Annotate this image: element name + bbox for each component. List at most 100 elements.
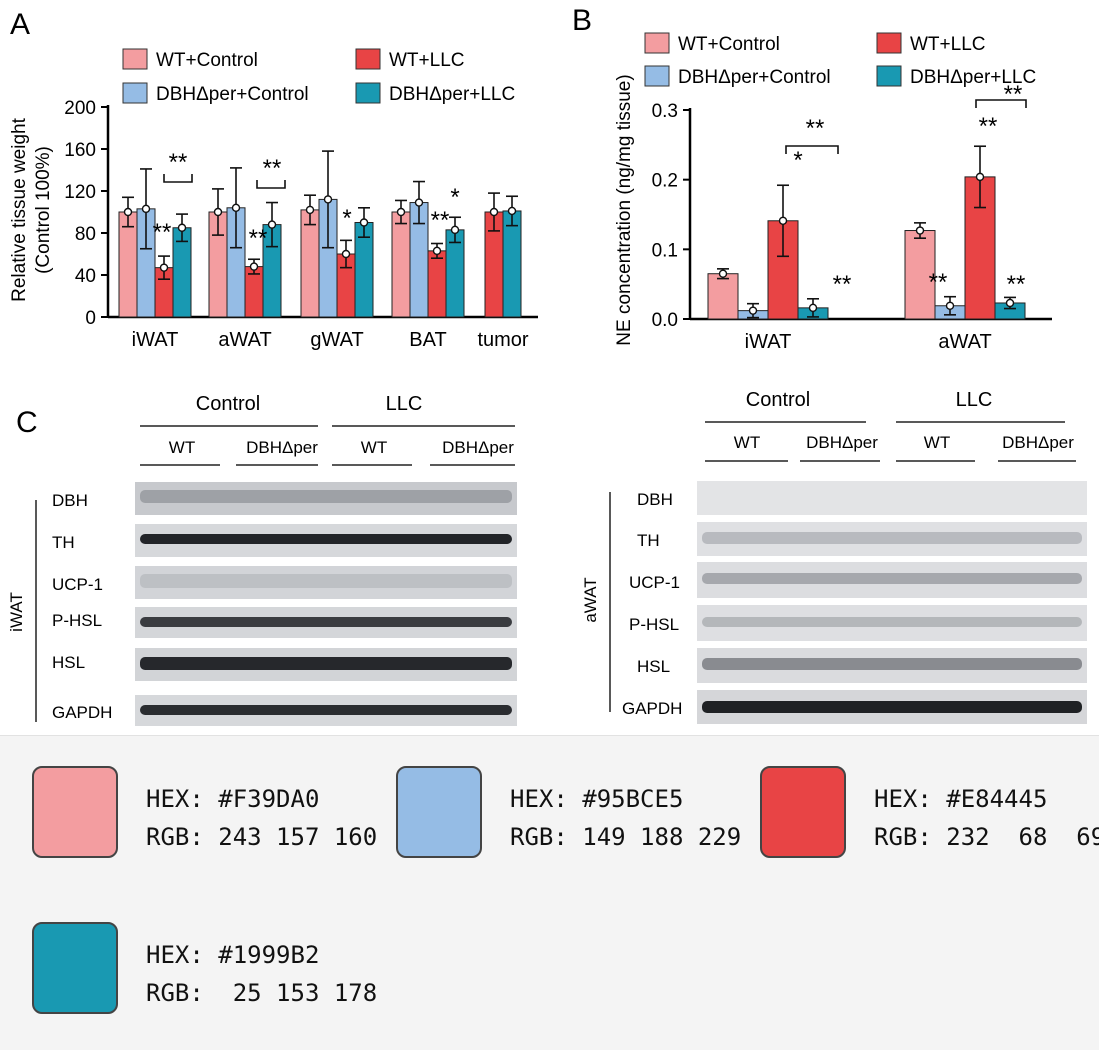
blot-left-tissue-label: iWAT bbox=[7, 592, 26, 632]
legend-b-swatch-4 bbox=[876, 65, 902, 87]
blot-left-band-4 bbox=[140, 617, 512, 627]
blot-left-group-llc: LLC bbox=[386, 393, 423, 415]
chart-a-ylabel-line1: Relative tissue weight bbox=[9, 117, 30, 301]
legend-b-swatch-1 bbox=[644, 32, 670, 54]
chart-a-point-aWAT-2 bbox=[231, 203, 241, 213]
palette-hex-2: HEX: #95BCE5 bbox=[510, 785, 684, 813]
palette-text-3: HEX: #E84445 RGB: 232 68 69 bbox=[874, 780, 1099, 856]
blot-right-row-5: HSL bbox=[637, 648, 1087, 683]
chart-a-point-iWAT-4 bbox=[177, 223, 187, 232]
chart-a-point-gWAT-3 bbox=[341, 249, 351, 259]
chart-a-bar-iWAT-1 bbox=[118, 211, 138, 318]
blot-right-row-label-1: DBH bbox=[637, 490, 673, 509]
legend-a-swatch-1 bbox=[122, 48, 148, 70]
panel-label-a: A bbox=[10, 8, 30, 41]
blot-right-row-label-6: GAPDH bbox=[622, 699, 682, 718]
chart-a-point-aWAT-4 bbox=[267, 220, 277, 229]
chart-b-point-aWAT-1 bbox=[915, 226, 925, 235]
blot-left-band-3 bbox=[140, 574, 512, 588]
chart-b-point-iWAT-2 bbox=[748, 306, 758, 315]
chart-a-xtick-label-gWAT: gWAT bbox=[310, 329, 363, 351]
legend-a-label-3: WT+LLC bbox=[389, 50, 465, 71]
legend-b-label-1: WT+Control bbox=[678, 34, 780, 55]
chart-a-ylabel-line2: (Control 100%) bbox=[33, 146, 54, 274]
palette-rgb-2: RGB: 149 188 229 bbox=[510, 823, 742, 851]
blot-right-row-2: TH bbox=[637, 522, 1087, 556]
chart-b-point-aWAT-4 bbox=[1005, 298, 1015, 308]
blot-right-band-4 bbox=[702, 617, 1082, 627]
chart-a-point-aWAT-1 bbox=[213, 207, 223, 217]
palette-swatch-3 bbox=[760, 766, 846, 858]
chart-b-point-aWAT-3 bbox=[975, 172, 985, 182]
blot-right-row-3: UCP-1 bbox=[629, 562, 1087, 598]
panel-label-b: B bbox=[572, 4, 592, 37]
chart-b-significance-6: ** bbox=[929, 269, 948, 296]
chart-a-point-gWAT-1 bbox=[305, 205, 315, 215]
chart-a-xtick-label-tumor: tumor bbox=[477, 329, 528, 351]
legend-b-label-4: DBHΔper+LLC bbox=[910, 67, 1036, 88]
palette-swatch-2 bbox=[396, 766, 482, 858]
blot-left-band-6 bbox=[140, 705, 512, 715]
chart-b-xtick-label-aWAT: aWAT bbox=[938, 331, 991, 353]
blot-left-band-2 bbox=[140, 534, 512, 544]
legend-a-label-1: WT+Control bbox=[156, 50, 258, 71]
legend-a-swatch-2 bbox=[122, 82, 148, 104]
blot-left-row-6: GAPDH bbox=[52, 695, 517, 726]
legend-b-label-2: DBHΔper+Control bbox=[678, 67, 831, 88]
chart-b-significance-2: ** bbox=[806, 115, 825, 142]
chart-a-ylabel: Relative tissue weight (Control 100%) bbox=[9, 117, 54, 301]
legend-a-label-4: DBHΔper+LLC bbox=[389, 84, 515, 105]
blot-right-row-6: GAPDH bbox=[622, 690, 1087, 724]
chart-a-significance-7: * bbox=[450, 184, 459, 211]
chart-a-bar-gWAT-1 bbox=[300, 209, 320, 318]
chart-a-bracket-iwat bbox=[163, 174, 193, 183]
chart-b-point-iWAT-3 bbox=[778, 216, 788, 225]
chart-a-point-gWAT-2 bbox=[323, 195, 333, 204]
legend-a-swatch-3 bbox=[355, 48, 381, 70]
palette-text-2: HEX: #95BCE5 RGB: 149 188 229 bbox=[510, 780, 741, 856]
palette-swatch-4 bbox=[32, 922, 118, 1014]
legend-b-label-3: WT+LLC bbox=[910, 34, 986, 55]
blot-right-row-label-2: TH bbox=[637, 531, 660, 550]
chart-a-point-aWAT-3 bbox=[249, 262, 259, 271]
chart-b-point-iWAT-4 bbox=[808, 303, 818, 313]
blot-right-band-5 bbox=[702, 658, 1082, 670]
chart-a-ytick-label-0: 0 bbox=[85, 308, 96, 329]
palette-text-4: HEX: #1999B2 RGB: 25 153 178 bbox=[146, 936, 377, 1012]
blot-right-row-label-3: UCP-1 bbox=[629, 573, 680, 592]
chart-a-bar-BAT-3 bbox=[427, 250, 447, 318]
chart-b-ylabel: NE concentration (ng/mg tissue) bbox=[614, 74, 635, 345]
legend-a-swatch-4 bbox=[355, 82, 381, 104]
blot-left-genotype-dbh-control: DBHΔper bbox=[246, 438, 318, 457]
blot-left-row-4: P-HSL bbox=[52, 607, 517, 638]
palette-hex-1: HEX: #F39DA0 bbox=[146, 785, 320, 813]
blot-right-tissue-label: aWAT bbox=[581, 577, 600, 622]
blot-right-genotype-wt-control: WT bbox=[734, 433, 760, 452]
chart-a-ytick-label-5: 200 bbox=[64, 98, 96, 119]
blot-left-row-5: HSL bbox=[52, 648, 517, 681]
chart-b-significance-4: ** bbox=[979, 113, 998, 140]
blot-left-row-2: TH bbox=[52, 524, 517, 557]
chart-b-ytick-label-2: 0.2 bbox=[652, 171, 678, 192]
chart-b-bar-aWAT-1 bbox=[904, 230, 936, 320]
chart-b-significance-5: ** bbox=[1004, 81, 1023, 108]
color-palette: HEX: #F39DA0 RGB: 243 157 160 HEX: #95BCE… bbox=[0, 735, 1099, 1050]
blot-right-group-control: Control bbox=[746, 389, 810, 411]
palette-text-1: HEX: #F39DA0 RGB: 243 157 160 bbox=[146, 780, 377, 856]
figure-canvas: A B C WT+Control DBHΔper+Control WT+LLC … bbox=[7, 4, 1087, 726]
chart-a-point-iWAT-1 bbox=[123, 207, 133, 217]
chart-a-significance-4: ** bbox=[249, 225, 268, 252]
chart-a-ytick-label-4: 160 bbox=[64, 140, 96, 161]
chart-b-bar-iWAT-1 bbox=[707, 273, 739, 320]
blot-left-row-label-5: HSL bbox=[52, 653, 85, 672]
chart-a-ytick-label-1: 40 bbox=[75, 266, 96, 287]
blot-left-row-1: DBH bbox=[52, 482, 517, 515]
chart-a-point-gWAT-4 bbox=[359, 218, 369, 227]
palette-hex-3: HEX: #E84445 bbox=[874, 785, 1048, 813]
blot-right-row-label-4: P-HSL bbox=[629, 615, 679, 634]
blot-right-band-3 bbox=[702, 573, 1082, 584]
chart-a-bar-BAT-1 bbox=[391, 211, 411, 318]
chart-a-legend: WT+Control DBHΔper+Control WT+LLC DBHΔpe… bbox=[122, 48, 515, 105]
blot-left-genotype-dbh-llc: DBHΔper bbox=[442, 438, 514, 457]
